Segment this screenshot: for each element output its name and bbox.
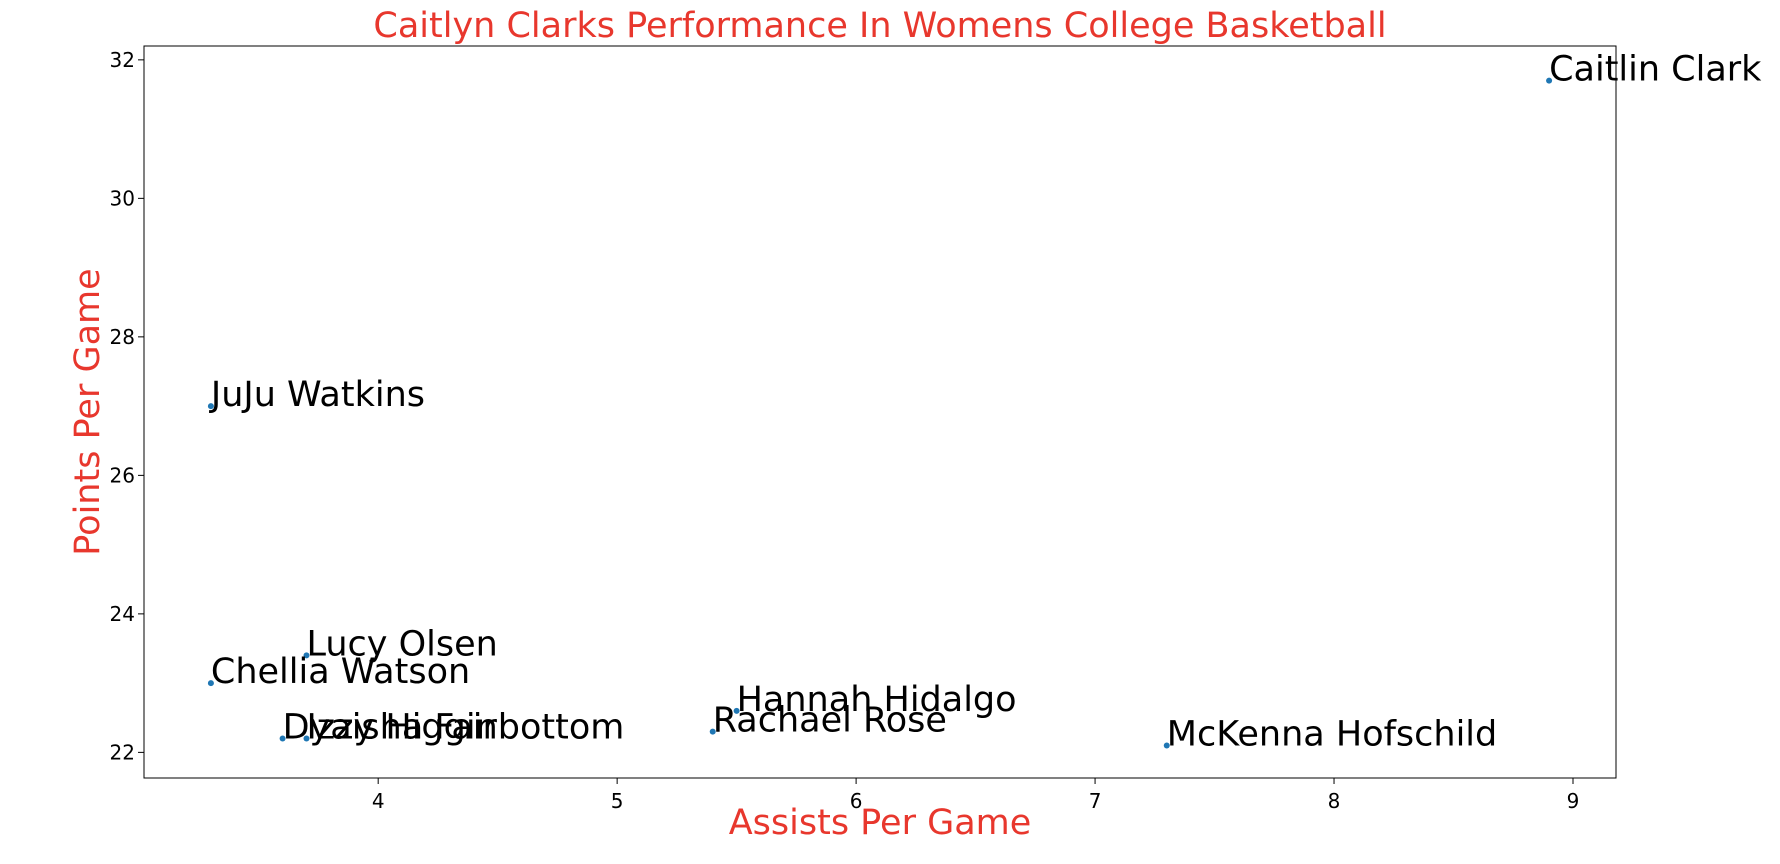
x-axis-ticks: 4 5 6 7 8 9 [372,778,1580,813]
y-tick-label: 24 [110,602,135,626]
point-label: Chellia Watson [211,652,470,692]
y-tick-label: 32 [110,48,135,72]
x-axis-label: Assists Per Game [729,803,1032,843]
point-label: McKenna Hofschild [1167,714,1498,754]
scatter-point [207,403,214,410]
point-label: Izzy Higginbottom [306,708,624,748]
point-label: Lucy Olsen [306,624,497,664]
x-tick-label: 8 [1328,789,1341,813]
scatter-point [279,735,286,742]
point-labels: Caitlin Clark JuJu Watkins Lucy OlsenChell… [209,50,1762,755]
y-tick-label: 28 [110,325,135,349]
x-tick-label: 6 [850,789,863,813]
x-tick-label: 5 [611,789,624,813]
y-tick-label: 30 [110,186,135,210]
x-tick-label: 7 [1089,789,1102,813]
chart-title: Caitlyn Clarks Performance In Womens Col… [373,6,1386,46]
scatter-point [1163,742,1170,749]
y-tick-label: 22 [110,740,135,764]
y-tick-label: 26 [110,463,135,487]
scatter-point [709,728,716,735]
y-axis-ticks: 22 24 26 28 30 32 [110,48,144,764]
scatter-point [303,652,310,659]
scatter-point [1546,77,1553,84]
point-label: Caitlin Clark [1549,50,1762,90]
plot-area-frame [143,45,1617,779]
point-label: Hannah Hidalgo [737,680,1017,720]
point-label: Rachael Rose [713,701,947,741]
scatter-point [207,680,214,687]
data-points [207,77,1553,749]
x-tick-label: 9 [1567,789,1580,813]
x-tick-label: 4 [372,789,385,813]
scatter-point [303,735,310,742]
point-label: JuJu Watkins [209,375,425,415]
point-label: Dyaisha Fair [283,708,498,748]
scatter-point [733,707,740,714]
y-axis-label: Points Per Game [68,268,108,555]
